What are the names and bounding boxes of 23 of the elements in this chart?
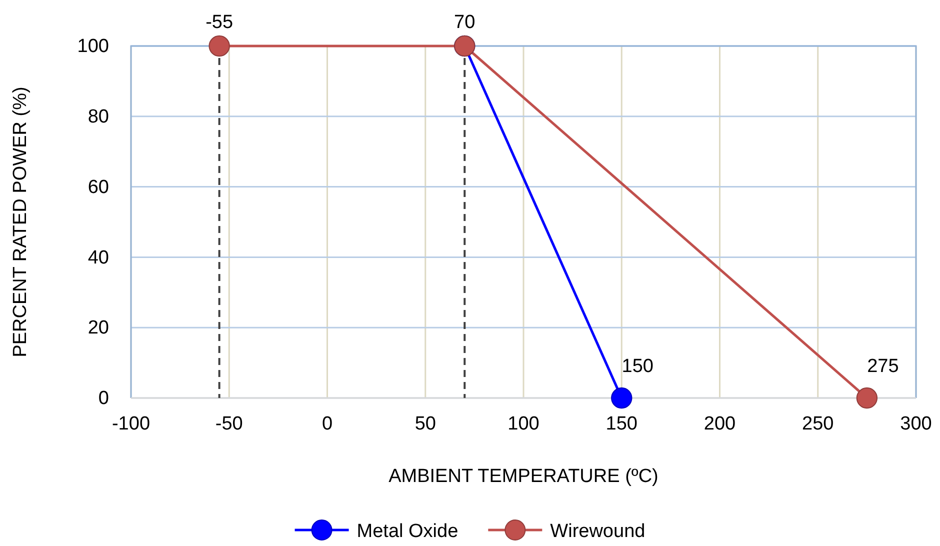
y-tick-label: 20 <box>88 318 109 339</box>
y-tick-label: 80 <box>88 106 109 128</box>
y-tick-label: 0 <box>98 388 109 410</box>
x-axis-title: AMBIENT TEMPERATURE (ºC) <box>388 466 658 487</box>
x-tick-label: 100 <box>508 413 540 434</box>
y-tick-label: 60 <box>88 176 109 198</box>
x-tick-label: 0 <box>322 413 333 434</box>
y-axis-title: PERCENT RATED POWER (%) <box>10 86 31 358</box>
annotation: 70 <box>454 12 476 33</box>
annotation: 275 <box>867 356 899 377</box>
x-tick-label: 150 <box>606 413 638 434</box>
x-tick-label: 50 <box>414 413 436 434</box>
legend-label: Metal Oxide <box>356 521 458 542</box>
x-tick-label: -100 <box>112 413 150 434</box>
x-tick-label: 250 <box>802 413 834 434</box>
annotation: 150 <box>622 356 654 377</box>
y-tick-label: 40 <box>88 247 109 268</box>
x-tick-label: -50 <box>215 413 243 434</box>
x-tick-label: 200 <box>704 413 736 434</box>
annotation: -55 <box>206 12 234 33</box>
x-tick-label: 300 <box>900 413 932 434</box>
y-tick-label: 100 <box>77 36 109 58</box>
legend-label: Wirewound <box>550 521 646 542</box>
